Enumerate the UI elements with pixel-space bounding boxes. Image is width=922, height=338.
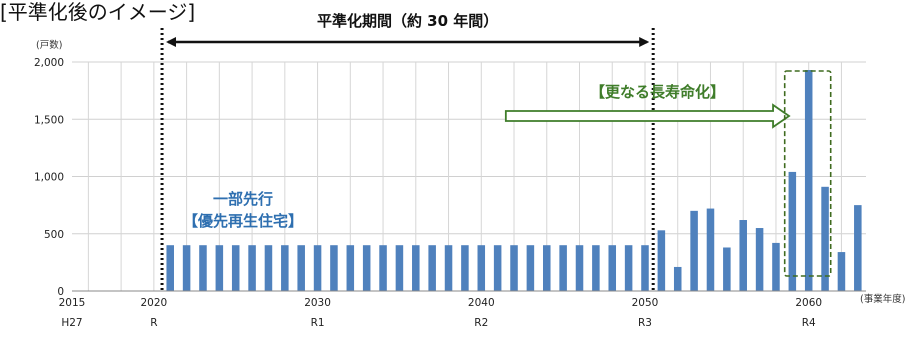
- bar: [804, 70, 813, 291]
- early-label-line2: 【優先再生住宅】: [183, 212, 303, 230]
- bar: [510, 245, 518, 291]
- bar: [526, 245, 535, 291]
- peak-highlight-box: [783, 70, 832, 277]
- bar: [428, 245, 436, 291]
- y-tick-label: 2,000: [34, 57, 64, 69]
- bar: [444, 245, 453, 291]
- bar: [788, 171, 797, 291]
- bar: [395, 245, 404, 291]
- x-era-label: R1: [311, 317, 325, 329]
- x-era-label: R2: [474, 317, 488, 329]
- x-era-label: R4: [802, 317, 816, 329]
- y-tick-label: 500: [44, 229, 64, 241]
- bar: [346, 245, 355, 291]
- y-tick-label: 0: [57, 286, 64, 298]
- x-axis-title: (事業年度): [860, 293, 905, 305]
- bar: [592, 245, 600, 291]
- x-tick-label: 2020: [140, 297, 167, 309]
- bar: [281, 245, 289, 291]
- x-tick-label: 2030: [304, 297, 331, 309]
- bar: [821, 186, 829, 291]
- bar: [248, 245, 256, 291]
- x-tick-label: 2040: [468, 297, 495, 309]
- bar: [362, 245, 371, 291]
- bar: [542, 245, 551, 291]
- x-era-label: H27: [61, 317, 82, 329]
- bar: [706, 208, 715, 291]
- bar: [215, 245, 224, 291]
- bar: [182, 245, 191, 291]
- x-era-label: R: [150, 317, 157, 329]
- bar: [264, 245, 273, 291]
- bar: [673, 266, 682, 291]
- bar: [199, 245, 207, 291]
- bar: [313, 245, 322, 291]
- x-tick-label: 2015: [59, 297, 86, 309]
- bar: [837, 252, 846, 291]
- y-axis-title: (戸数): [36, 39, 62, 51]
- bar: [412, 245, 420, 291]
- bar: [723, 247, 731, 291]
- x-era-label: R3: [638, 317, 652, 329]
- bar: [477, 245, 486, 291]
- x-tick-label: 2060: [795, 297, 822, 309]
- bar: [624, 245, 633, 291]
- bar: [690, 210, 698, 291]
- bar: [739, 220, 747, 291]
- bar: [461, 245, 469, 291]
- bar: [231, 245, 240, 291]
- x-tick-label: 2050: [632, 297, 659, 309]
- bar: [755, 228, 764, 291]
- bar: [493, 245, 502, 291]
- bar: [641, 245, 649, 291]
- bar: [559, 245, 567, 291]
- extension-label: 【更なる長寿命化】: [590, 83, 725, 101]
- extension-arrow: [504, 103, 791, 129]
- bar: [379, 245, 387, 291]
- bar: [657, 230, 666, 291]
- bar: [297, 245, 305, 291]
- early-label-line1: 一部先行: [213, 190, 273, 208]
- bar: [854, 205, 862, 291]
- y-tick-label: 1,000: [34, 172, 64, 184]
- y-tick-label: 1,500: [34, 114, 64, 126]
- bar: [772, 242, 780, 291]
- bar: [166, 245, 174, 291]
- bar: [608, 245, 617, 291]
- figure-title: [平準化後のイメージ]: [0, 0, 196, 24]
- bar: [330, 245, 338, 291]
- bar: [575, 245, 584, 291]
- period-label: 平準化期間（約 30 年間）: [317, 12, 498, 30]
